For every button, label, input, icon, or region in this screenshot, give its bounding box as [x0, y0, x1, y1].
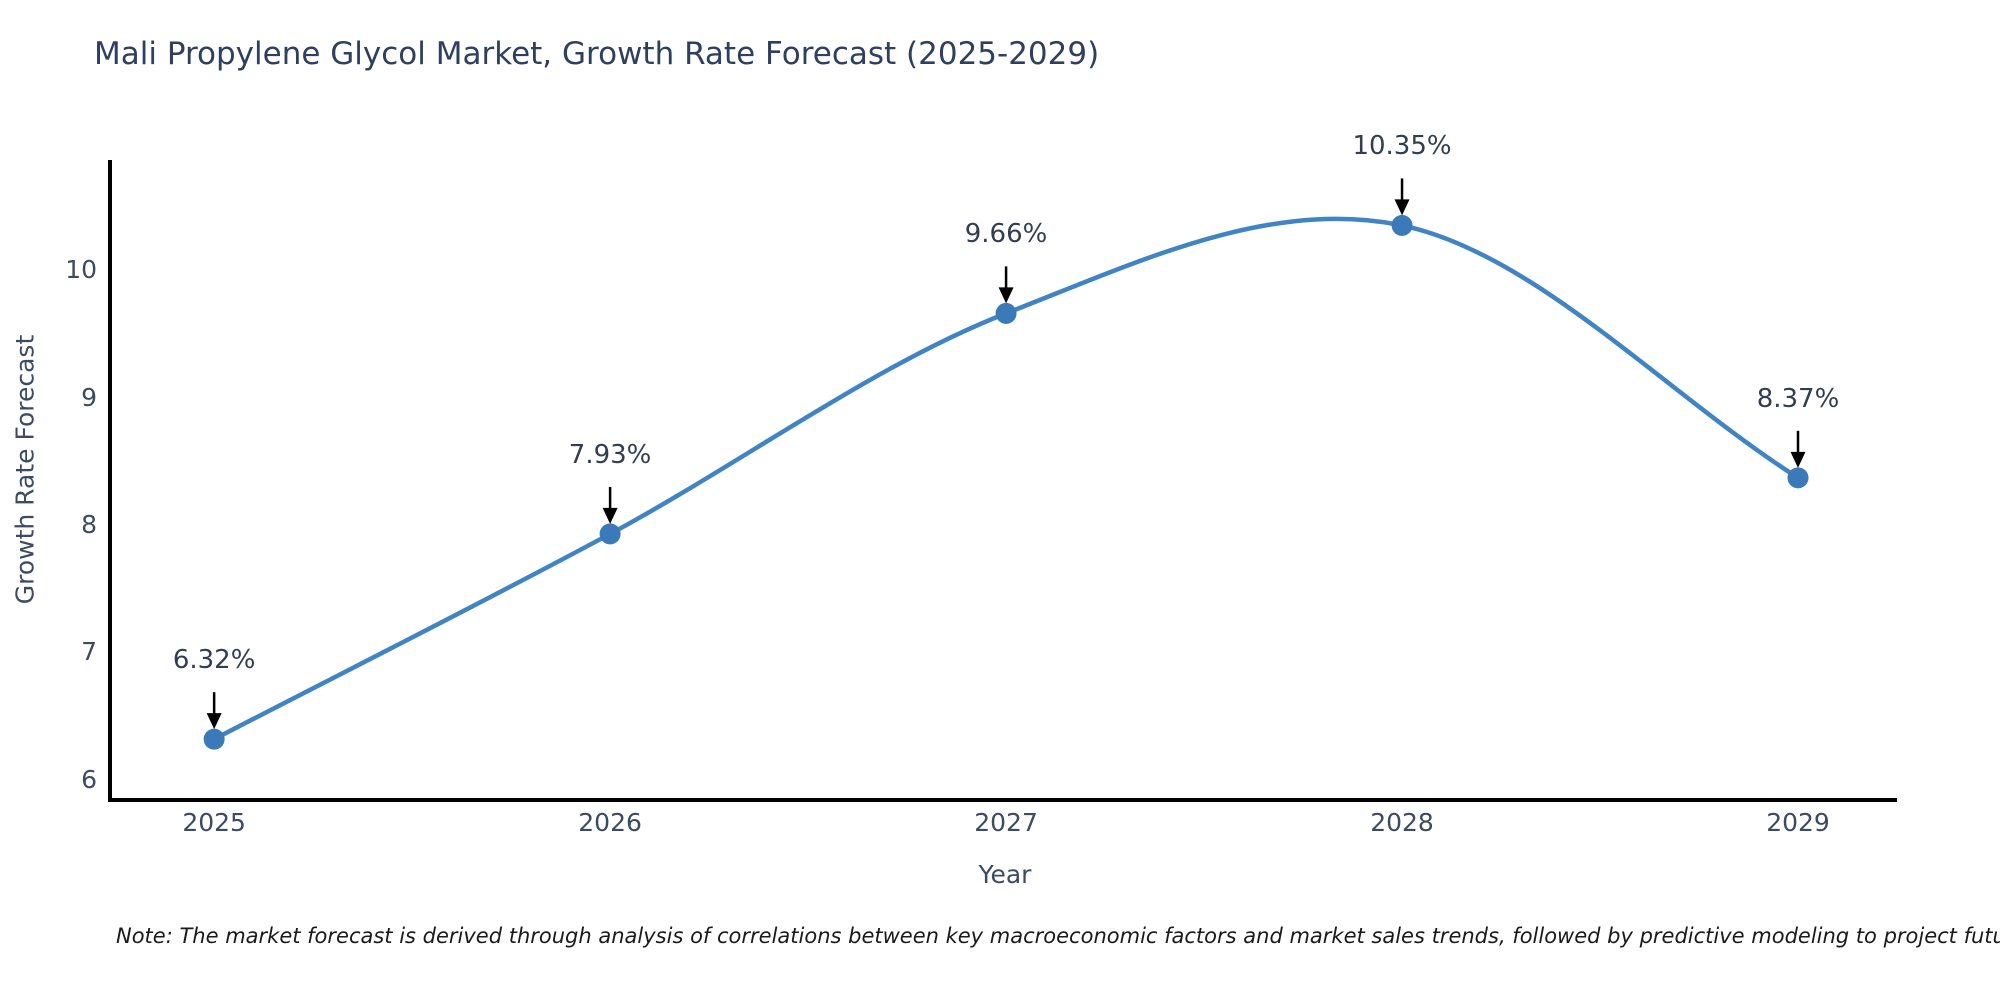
y-tick-label: 10	[65, 255, 97, 285]
y-tick-label: 7	[81, 637, 97, 667]
annotation-arrowhead-icon	[998, 287, 1014, 304]
annotation-arrowhead-icon	[602, 507, 618, 524]
point-value-label: 10.35%	[1352, 131, 1452, 162]
point-value-label: 6.32%	[172, 645, 256, 676]
point-value-label: 7.93%	[568, 439, 652, 470]
y-tick-label: 6	[81, 764, 97, 794]
point-value-label: 8.37%	[1756, 383, 1840, 414]
data-point-marker	[995, 302, 1017, 324]
y-tick-label: 8	[81, 510, 97, 539]
x-tick-label: 2027	[974, 808, 1038, 837]
x-tick-label: 2026	[578, 808, 642, 837]
annotation-arrowhead-icon	[206, 713, 222, 730]
data-point-marker	[203, 728, 225, 750]
footnote: Note: The market forecast is derived thr…	[116, 924, 2000, 948]
annotation-arrowhead-icon	[1790, 451, 1806, 468]
data-point-marker	[599, 523, 621, 545]
x-tick-label: 2025	[182, 808, 246, 837]
x-axis-title: Year	[978, 860, 1032, 889]
data-point-marker	[1787, 467, 1809, 489]
x-tick-label: 2028	[1370, 808, 1434, 837]
chart-title: Mali Propylene Glycol Market, Growth Rat…	[94, 36, 1100, 72]
y-axis-title: Growth Rate Forecast	[10, 334, 40, 605]
annotation-arrowhead-icon	[1394, 199, 1410, 216]
y-tick-label: 9	[81, 382, 97, 412]
x-tick-label: 2029	[1766, 808, 1830, 837]
data-point-marker	[1391, 214, 1413, 236]
point-value-label: 9.66%	[964, 219, 1048, 250]
